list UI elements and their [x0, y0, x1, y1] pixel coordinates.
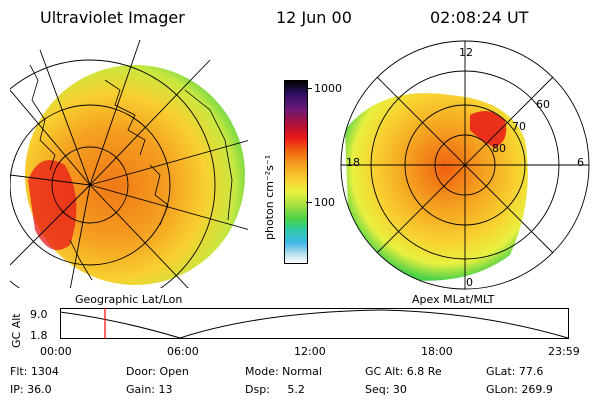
- time-tick-1800: 18:00: [421, 345, 453, 358]
- colorbar-label-100: 100: [314, 196, 335, 209]
- observation-date: 12 Jun 00: [276, 8, 352, 27]
- mlt-label-12: 12: [459, 46, 473, 59]
- door-info: Door: Open: [126, 365, 189, 378]
- instrument-title: Ultraviolet Imager: [40, 8, 185, 27]
- altitude-tick-1-8: 1.8: [30, 329, 48, 342]
- mlt-label-0: 0: [466, 276, 473, 289]
- altitude-tick-9: 9.0: [30, 308, 48, 321]
- ip-info: IP: 36.0: [10, 383, 52, 396]
- colorbar-tick-100: [306, 202, 312, 203]
- altitude-plot: [60, 308, 569, 339]
- latlon-grid: [10, 39, 248, 288]
- time-tick-0600: 06:00: [167, 345, 199, 358]
- time-tick-0000: 00:00: [40, 345, 72, 358]
- flight-info: Flt: 1304: [10, 365, 59, 378]
- altitude-curve: [60, 309, 569, 339]
- mlat-label-60: 60: [536, 98, 550, 111]
- dsp-info: Dsp: 5.2: [245, 383, 305, 396]
- apex-polar-panel: [340, 40, 590, 290]
- colorbar-units-label: photon cm⁻²s⁻¹: [263, 154, 276, 240]
- glat-info: GLat: 77.6: [486, 365, 544, 378]
- mlat-mlt-grid: [340, 40, 590, 290]
- apex-bright-region: [470, 111, 507, 148]
- mode-info: Mode: Normal: [245, 365, 322, 378]
- observation-time: 02:08:24 UT: [430, 8, 529, 27]
- gc-alt-info: GC Alt: 6.8 Re: [365, 365, 442, 378]
- seq-info: Seq: 30: [365, 383, 407, 396]
- aurora-disk-geographic: [25, 65, 245, 285]
- geographic-caption: Geographic Lat/Lon: [75, 293, 183, 306]
- altitude-plot-frame: [60, 308, 569, 339]
- time-tick-1200: 12:00: [294, 345, 326, 358]
- glon-info: GLon: 269.9: [486, 383, 553, 396]
- mlt-label-6: 6: [577, 156, 584, 169]
- mlat-label-80: 80: [492, 142, 506, 155]
- colorbar-label-1000: 1000: [314, 82, 342, 95]
- gain-info: Gain: 13: [126, 383, 173, 396]
- altitude-axis-label: GC Alt: [10, 313, 23, 348]
- mlat-label-70: 70: [512, 120, 526, 133]
- time-tick-2359: 23:59: [548, 345, 580, 358]
- apex-caption: Apex MLat/MLT: [412, 293, 495, 306]
- bright-emission-region: [28, 160, 77, 250]
- colorbar-tick-1000: [306, 88, 312, 89]
- geographic-image-panel: [10, 39, 248, 288]
- colorbar: [284, 80, 308, 264]
- mlt-label-18: 18: [346, 156, 360, 169]
